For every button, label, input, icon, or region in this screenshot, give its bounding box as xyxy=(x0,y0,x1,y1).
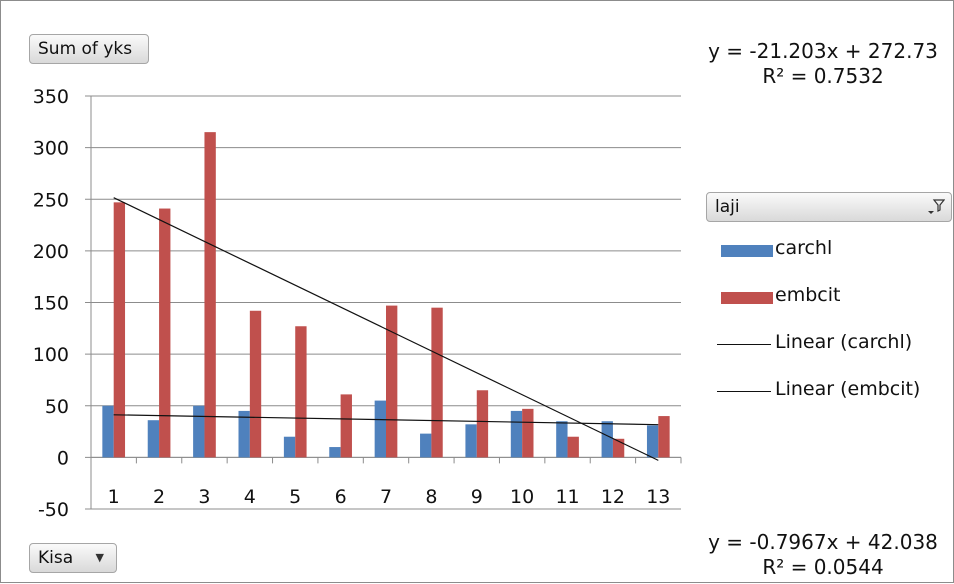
bar-carchl xyxy=(102,405,114,458)
bar-carchl xyxy=(465,424,477,458)
bar-carchl xyxy=(556,421,568,458)
bar-embcit xyxy=(476,390,489,458)
bar-embcit xyxy=(204,132,216,458)
bar-embcit xyxy=(249,310,262,458)
x-tick-label: 1 xyxy=(108,486,120,508)
x-tick-label: 10 xyxy=(510,486,534,508)
filter-dropdown-icon[interactable] xyxy=(927,199,945,215)
bar-carchl xyxy=(601,421,613,458)
x-tick-label: 9 xyxy=(471,486,483,508)
equation-text: y = -0.7967x + 42.038 xyxy=(708,530,938,554)
x-tick-label: 5 xyxy=(289,486,301,508)
x-tick-label: 13 xyxy=(646,486,670,508)
bar-carchl xyxy=(510,410,523,458)
legend-field-button[interactable]: laji xyxy=(706,192,952,222)
x-tick-label: 7 xyxy=(380,486,392,508)
r-squared-text: R² = 0.7532 xyxy=(762,64,884,88)
bar-embcit xyxy=(295,326,307,458)
r-squared-text: R² = 0.0544 xyxy=(762,555,884,579)
bar-carchl xyxy=(147,420,160,458)
legend-swatch xyxy=(721,292,773,304)
chevron-down-icon: ▼ xyxy=(95,551,104,564)
trendline-equation-carchl: y = -0.7967x + 42.038 R² = 0.0544 xyxy=(691,530,954,580)
bar-embcit xyxy=(386,305,398,458)
y-tick-label: 50 xyxy=(45,396,69,418)
y-tick-label: 150 xyxy=(33,293,69,315)
legend-label: Linear (carchl) xyxy=(775,331,913,353)
equation-text: y = -21.203x + 272.73 xyxy=(708,39,938,63)
y-tick-label: 300 xyxy=(33,138,69,160)
axis-field-button[interactable]: Kisa ▼ xyxy=(29,543,117,573)
legend-label: embcit xyxy=(775,284,841,306)
bar-embcit xyxy=(113,202,126,458)
x-tick-label: 11 xyxy=(555,486,579,508)
y-tick-label: -50 xyxy=(38,499,69,521)
bar-carchl xyxy=(238,410,250,458)
bar-carchl xyxy=(420,433,432,458)
bar-carchl xyxy=(193,405,205,458)
legend-swatch xyxy=(721,245,773,257)
trendline-linear--carchl- xyxy=(113,414,659,426)
x-tick-label: 3 xyxy=(198,486,210,508)
bar-embcit xyxy=(431,307,443,458)
bar-embcit xyxy=(612,438,625,458)
y-tick-label: 100 xyxy=(33,344,69,366)
legend-line-sample xyxy=(717,391,771,392)
bar-carchl xyxy=(329,447,341,458)
y-tick-label: 350 xyxy=(33,86,69,108)
x-tick-label: 12 xyxy=(601,486,625,508)
trendline-equation-embcit: y = -21.203x + 272.73 R² = 0.7532 xyxy=(691,39,954,89)
bar-carchl xyxy=(646,425,659,458)
bar-carchl xyxy=(374,400,386,458)
legend-label: Linear (embcit) xyxy=(775,378,921,400)
values-field-button[interactable]: Sum of yks xyxy=(29,34,149,64)
bar-carchl xyxy=(283,436,296,458)
axis-field-label: Kisa xyxy=(38,548,74,568)
legend-field-label: laji xyxy=(715,197,740,217)
bar-embcit xyxy=(567,436,579,458)
x-tick-label: 8 xyxy=(425,486,437,508)
trendline-linear--embcit- xyxy=(113,197,659,461)
legend-label: carchl xyxy=(775,237,833,259)
values-field-label: Sum of yks xyxy=(38,39,133,59)
x-tick-label: 6 xyxy=(335,486,347,508)
bar-embcit xyxy=(159,208,171,458)
y-tick-label: 200 xyxy=(33,241,69,263)
x-tick-label: 2 xyxy=(153,486,165,508)
bar-embcit xyxy=(522,408,534,458)
legend-line-sample xyxy=(717,344,771,345)
x-tick-label: 4 xyxy=(244,486,256,508)
y-tick-label: 250 xyxy=(33,189,69,211)
y-tick-label: 0 xyxy=(57,447,69,469)
bar-embcit xyxy=(658,416,670,458)
bar-embcit xyxy=(340,394,352,458)
